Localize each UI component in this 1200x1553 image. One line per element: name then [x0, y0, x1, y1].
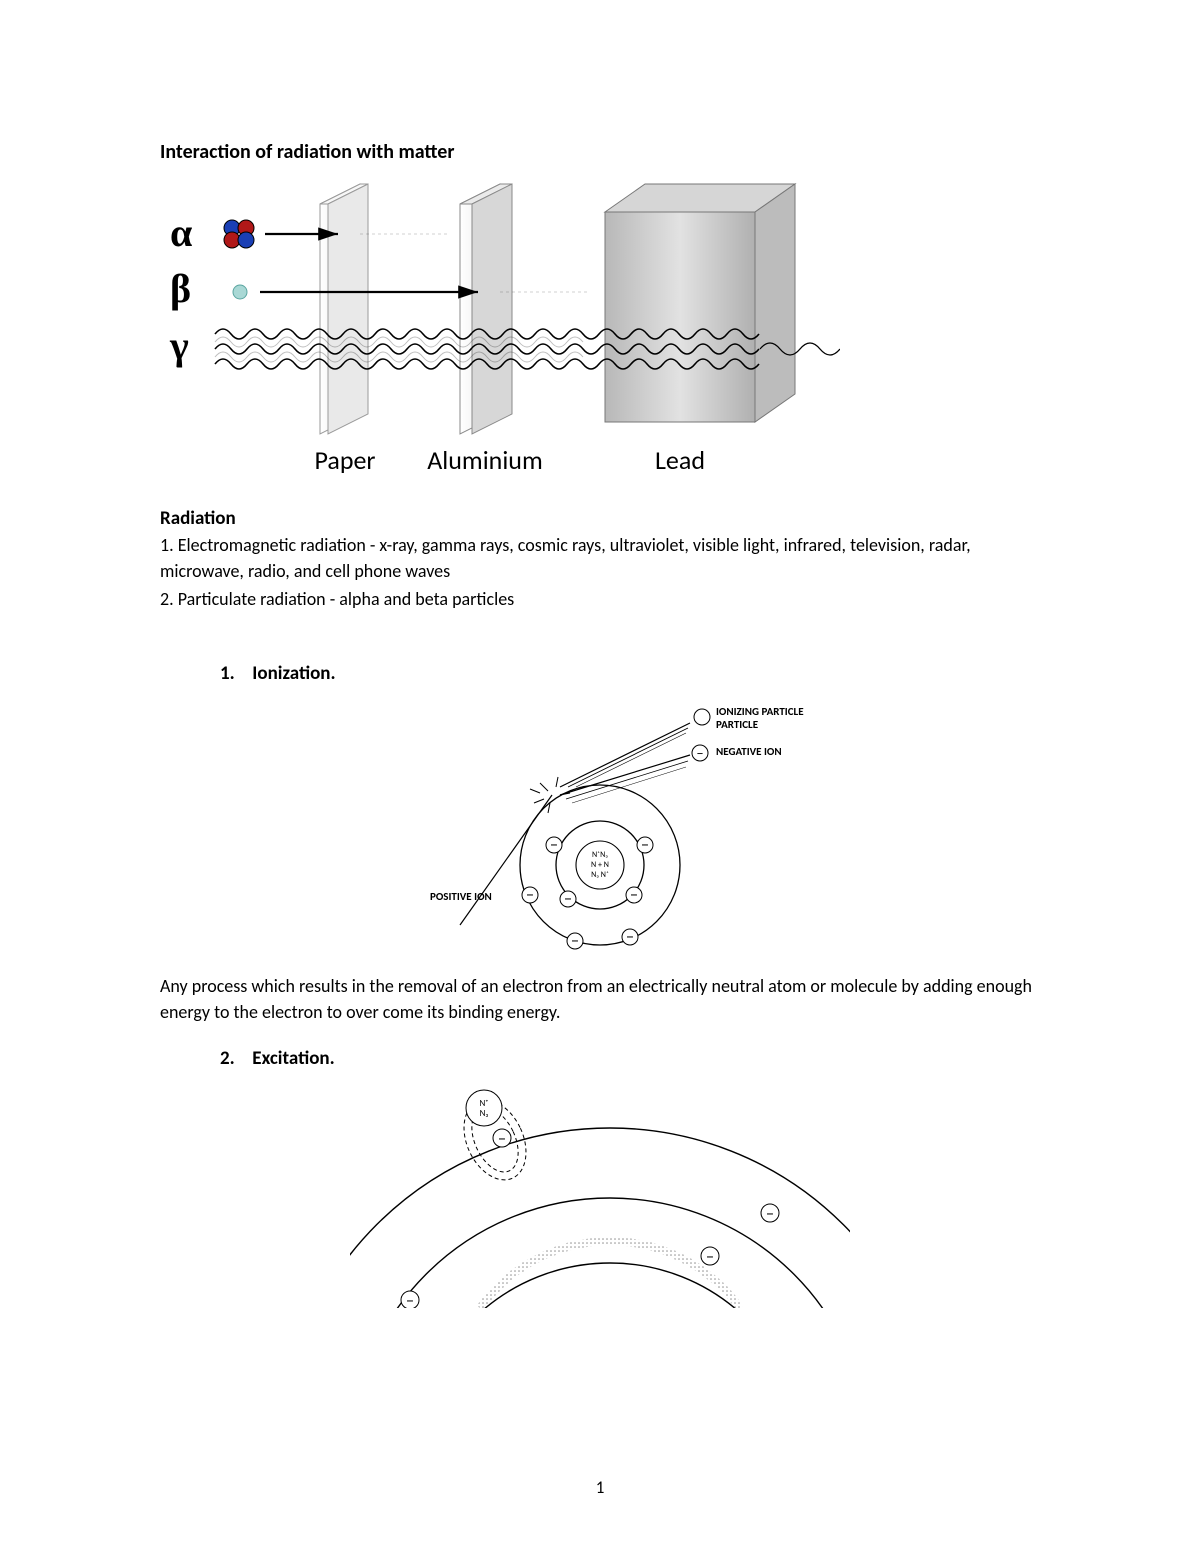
lead-block [605, 184, 795, 422]
ionization-diagram: N⁺N₃ N + N N₃ N⁺ − − − − − − − [390, 695, 810, 955]
beta-particle-icon [233, 285, 247, 299]
svg-text:−: − [641, 836, 649, 855]
aluminium-sheet [460, 184, 512, 434]
alpha-particle-icon [224, 220, 254, 248]
section-excitation-num: 2. [220, 1047, 248, 1070]
aluminium-label: Aluminium [427, 444, 542, 476]
tracks [460, 709, 710, 925]
radiation-item-2: 2. Particulate radiation - alpha and bet… [160, 586, 1040, 612]
paper-sheet [320, 184, 368, 434]
lead-label: Lead [655, 444, 705, 476]
nucleus-line-3: N₃ N⁺ [591, 870, 609, 880]
negative-ion-label: NEGATIVE ION [716, 745, 782, 758]
svg-text:−: − [406, 1292, 414, 1308]
gamma-symbol: γ [169, 323, 189, 368]
svg-text:−: − [564, 890, 572, 909]
svg-text:−: − [630, 886, 638, 905]
section-excitation-title: Excitation. [252, 1047, 334, 1070]
svg-text:−: − [571, 932, 579, 951]
page-number: 1 [0, 1477, 1200, 1498]
svg-text:−: − [626, 928, 634, 947]
svg-text:−: − [498, 1130, 506, 1149]
nucleus-line-1: N⁺N₃ [592, 850, 608, 860]
beta-symbol: β [170, 266, 191, 311]
excitation-nucleus-2: N₃ [480, 1108, 489, 1119]
svg-text:−: − [706, 1248, 714, 1267]
section-excitation-heading: 2. Excitation. [220, 1047, 1040, 1070]
ionizing-particle-label: IONIZING PARTICLE [716, 705, 804, 718]
svg-text:−: − [550, 836, 558, 855]
nucleus-line-2: N + N [591, 860, 609, 870]
section-ionization-title: Ionization. [252, 662, 335, 685]
excitation-electrons: − − − − [401, 1129, 779, 1308]
gamma-waves-faded [215, 337, 583, 362]
document-page: Interaction of radiation with matter [0, 0, 1200, 1553]
ionization-paragraph: Any process which results in the removal… [160, 973, 1040, 1025]
ionizing-particle-label-2: PARTICLE [716, 718, 758, 731]
section-ionization-num: 1. [220, 662, 248, 685]
electrons: − − − − − − − [522, 836, 653, 951]
excitation-diagram: N⁺ N₃ − − − − [350, 1078, 850, 1308]
positive-ion-label: POSITIVE ION [430, 890, 492, 903]
svg-text:−: − [766, 1205, 774, 1224]
penetration-diagram: α β γ Paper [160, 174, 840, 484]
radiation-heading: Radiation [160, 507, 1040, 530]
alpha-symbol: α [170, 210, 192, 255]
section-ionization-heading: 1. Ionization. [220, 662, 1040, 685]
paper-label: Paper [315, 444, 376, 476]
page-title: Interaction of radiation with matter [160, 140, 1040, 164]
negative-ion-electron: − [697, 745, 704, 762]
svg-text:−: − [526, 886, 534, 905]
radiation-item-1: 1. Electromagnetic radiation - x-ray, ga… [160, 532, 1040, 584]
